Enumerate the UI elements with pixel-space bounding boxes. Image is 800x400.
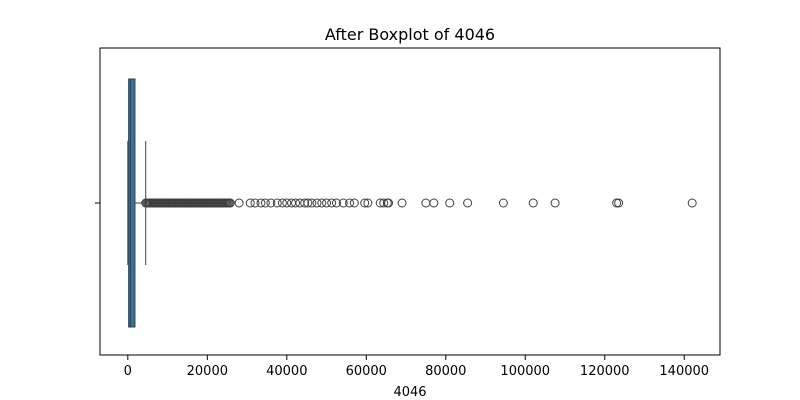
outlier-point [349, 198, 359, 208]
outlier-point [614, 198, 624, 208]
outlier-point [282, 198, 292, 208]
outlier-point [379, 198, 389, 208]
outlier-point [245, 198, 255, 208]
plot-area-frame [99, 47, 721, 356]
outlier-point [250, 198, 260, 208]
outlier-point [384, 198, 394, 208]
outlier-point [687, 198, 697, 208]
outlier-point [397, 198, 407, 208]
outlier-point [327, 198, 337, 208]
outlier-point [445, 198, 455, 208]
outlier-point [256, 198, 266, 208]
x-tick-label: 0 [124, 364, 132, 379]
outlier-point [331, 198, 341, 208]
chart-title: After Boxplot of 4046 [325, 25, 495, 44]
outlier-point [550, 198, 560, 208]
outlier-point [300, 198, 310, 208]
x-tick-label: 80000 [425, 364, 466, 379]
x-tick-label: 40000 [266, 364, 307, 379]
outlier-point [421, 198, 431, 208]
outlier-point [528, 198, 538, 208]
outlier-point [291, 198, 301, 208]
outlier-point [363, 198, 373, 208]
x-axis-ticks: 0 20000 40000 60000 80000 100000 120000 140000 [124, 355, 709, 379]
outlier-point [498, 198, 508, 208]
outlier-point [345, 198, 355, 208]
outlier-point [303, 198, 313, 208]
outlier-point [307, 198, 317, 208]
outlier-point [338, 198, 348, 208]
x-tick-label: 100000 [500, 364, 550, 379]
outlier-point [266, 198, 276, 208]
outlier-point [429, 198, 439, 208]
x-tick-label: 140000 [659, 364, 709, 379]
outlier-point [260, 198, 270, 208]
x-tick-label: 60000 [346, 364, 387, 379]
outlier-point [225, 198, 235, 208]
outlier-point [272, 198, 282, 208]
chart-marks [127, 78, 697, 328]
outlier-point [317, 198, 327, 208]
x-tick-label: 20000 [187, 364, 228, 379]
outlier-point [360, 198, 370, 208]
outlier-point [322, 198, 332, 208]
outlier-point [234, 198, 244, 208]
outlier-point [312, 198, 322, 208]
outlier-point [463, 198, 473, 208]
box-iqr [128, 78, 136, 328]
outlier-point [612, 198, 622, 208]
x-axis-label: 4046 [393, 385, 426, 400]
x-tick-label: 120000 [580, 364, 630, 379]
outlier-point [277, 198, 287, 208]
